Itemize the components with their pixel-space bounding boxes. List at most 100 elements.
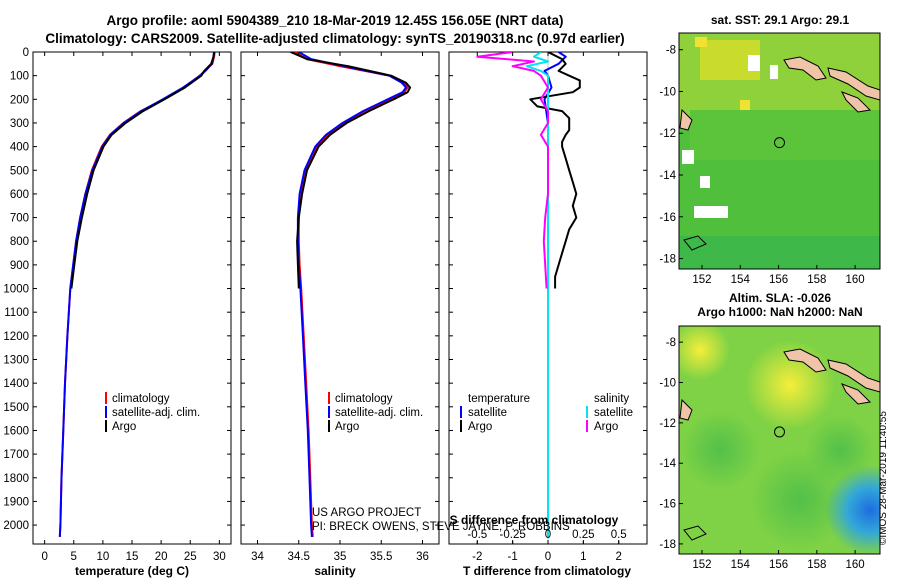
difference-x-tick-label: 1 <box>580 551 586 563</box>
depth-tick-label: 600 <box>10 189 29 201</box>
sst-map-y-tick-label: -10 <box>659 86 676 98</box>
island-shape <box>783 348 827 373</box>
diff-legend-t-argo-label: Argo <box>468 421 492 433</box>
argo-position-marker <box>774 137 785 149</box>
depth-tick-label: 0 <box>23 47 29 59</box>
temperature-x-tick-label: 10 <box>96 551 109 563</box>
sst-hot-cell <box>695 37 707 47</box>
island-shape <box>840 383 872 405</box>
depth-tick-label: 1000 <box>3 284 29 296</box>
sst-map-x-tick-label: 154 <box>731 274 751 286</box>
diff-legend-t-satellite-label: satellite <box>468 407 507 419</box>
sst-map-x-tick-label: 156 <box>769 274 788 286</box>
credit-project: US ARGO PROJECT <box>312 507 421 519</box>
sst-hot-cell <box>740 100 750 110</box>
sst-map-y-tick-label: -12 <box>659 128 676 140</box>
sst-map-x-tick-label: 152 <box>692 274 711 286</box>
salinity-xlabel: salinity <box>314 564 356 578</box>
depth-tick-label: 2000 <box>3 520 29 532</box>
sst-map-y-tick-label: -14 <box>659 170 676 182</box>
sst-missing-cell <box>694 206 728 218</box>
sla-map-x-tick-label: 152 <box>692 559 711 571</box>
depth-tick-label: 1200 <box>3 331 29 343</box>
sst-map-axes: 152 154 156 158 160 -8 -10 -12 -14 -16 -18 <box>659 45 864 286</box>
sla-map-x-tick-label: 160 <box>846 559 865 571</box>
salinity-plot <box>290 52 412 537</box>
temperature-x-tick-label: 20 <box>155 551 168 563</box>
salinity-series-climatology <box>294 52 409 537</box>
diff-legend-salinity-title: salinity <box>594 393 629 405</box>
island-shape <box>827 67 880 101</box>
sla-map-title-line1: Altim. SLA: -0.026 <box>728 291 832 305</box>
temperature-x-tick-label: 30 <box>213 551 226 563</box>
sla-high-anomaly <box>679 326 730 380</box>
depth-tick-label: 200 <box>10 94 29 106</box>
depth-tick-label: 300 <box>10 118 29 130</box>
difference-series-t-argo <box>529 52 581 289</box>
depth-tick-label: 700 <box>10 213 29 225</box>
sla-map-title-line2: Argo h1000: NaN h2000: NaN <box>697 305 863 319</box>
difference-x-tick-label: 0 <box>545 551 551 563</box>
reef-outline <box>683 525 707 541</box>
sla-mid-anomaly <box>680 410 760 490</box>
depth-tick-label: 800 <box>10 236 29 248</box>
temperature-xlabel: temperature (deg C) <box>75 564 189 578</box>
depth-tick-label: 1900 <box>3 496 29 508</box>
sst-map-x-tick-label: 158 <box>807 274 826 286</box>
sla-map-axes: 152 154 156 158 160 -8 -10 -12 -14 -16 -18 <box>659 337 864 571</box>
sla-map-y-tick-label: -16 <box>659 499 676 511</box>
sla-map-frame <box>678 325 881 555</box>
temperature-series-argo <box>70 52 216 289</box>
salinity-series-satellite-adj-clim- <box>296 52 407 537</box>
salinity-x-tick-label: 36 <box>416 551 429 563</box>
island-shape <box>679 108 693 131</box>
depth-tick-label: 400 <box>10 142 29 154</box>
sla-map-y-tick-label: -8 <box>666 337 676 349</box>
salinity-x-tick-label: 34.5 <box>288 551 310 563</box>
salinity-x-tick-label: 35.5 <box>370 551 392 563</box>
argo-position-marker <box>774 426 785 438</box>
depth-tick-label: 1400 <box>3 378 29 390</box>
temperature-series-climatology <box>58 52 216 537</box>
figure-title-line2: Climatology: CARS2009. Satellite-adjuste… <box>45 31 625 46</box>
depth-tick-label: 900 <box>10 260 29 272</box>
x-axes: 0 5 10 15 20 25 30 34 34.5 35 35.5 36 -2 -1 0 1 2 -0.5 -0.… <box>41 52 627 563</box>
sal-legend-argo-label: Argo <box>335 421 359 433</box>
salinity-x-tick-label: 35 <box>334 551 347 563</box>
sal-legend-satellite-label: satellite-adj. clim. <box>335 407 423 419</box>
island-shape <box>840 91 872 113</box>
difference-plot <box>476 52 581 544</box>
sla-map-y-tick-label: -18 <box>659 539 676 551</box>
difference-x-tick-label: -1 <box>508 551 518 563</box>
difference-s-tick-label: -0.25 <box>500 529 526 541</box>
depth-tick-label: 500 <box>10 165 29 177</box>
difference-s-tick-label: 0.25 <box>572 529 594 541</box>
difference-x-tick-label: -2 <box>472 551 482 563</box>
island-shape <box>783 56 827 81</box>
sla-map-y-tick-label: -14 <box>659 458 676 470</box>
island-shape <box>827 359 880 393</box>
t-difference-xlabel: T difference from climatology <box>463 564 631 578</box>
temperature-x-tick-label: 0 <box>41 551 47 563</box>
legend-climatology-label: climatology <box>112 393 170 405</box>
depth-tick-label: 1800 <box>3 473 29 485</box>
temperature-x-tick-label: 15 <box>126 551 139 563</box>
sla-map-y-tick-label: -12 <box>659 418 676 430</box>
salinity-x-tick-label: 34 <box>251 551 264 563</box>
sst-cool-band <box>679 236 880 269</box>
depth-tick-label: 1100 <box>4 307 29 319</box>
depth-tick-label: 1700 <box>3 449 29 461</box>
sst-map-y-tick-label: -18 <box>659 254 676 266</box>
salinity-series-argo <box>290 52 412 289</box>
temperature-legend: climatology satellite-adj. clim. Argo <box>105 392 200 433</box>
s-difference-label: S difference from climatology <box>450 513 619 527</box>
sst-map-frame <box>678 32 881 270</box>
figure-title-line1: Argo profile: aoml 5904389_210 18-Mar-20… <box>106 13 564 28</box>
sla-mid-anomaly <box>805 415 875 485</box>
depth-axis: 0 100 200 300 400 500 600 700 800 900 1000 1100 1200… <box>3 47 647 532</box>
salinity-legend: climatology satellite-adj. clim. Argo <box>328 392 423 433</box>
difference-s-tick-label: -0.5 <box>467 529 487 541</box>
sst-missing-cell <box>682 150 694 164</box>
diff-legend-s-argo-label: Argo <box>594 421 618 433</box>
